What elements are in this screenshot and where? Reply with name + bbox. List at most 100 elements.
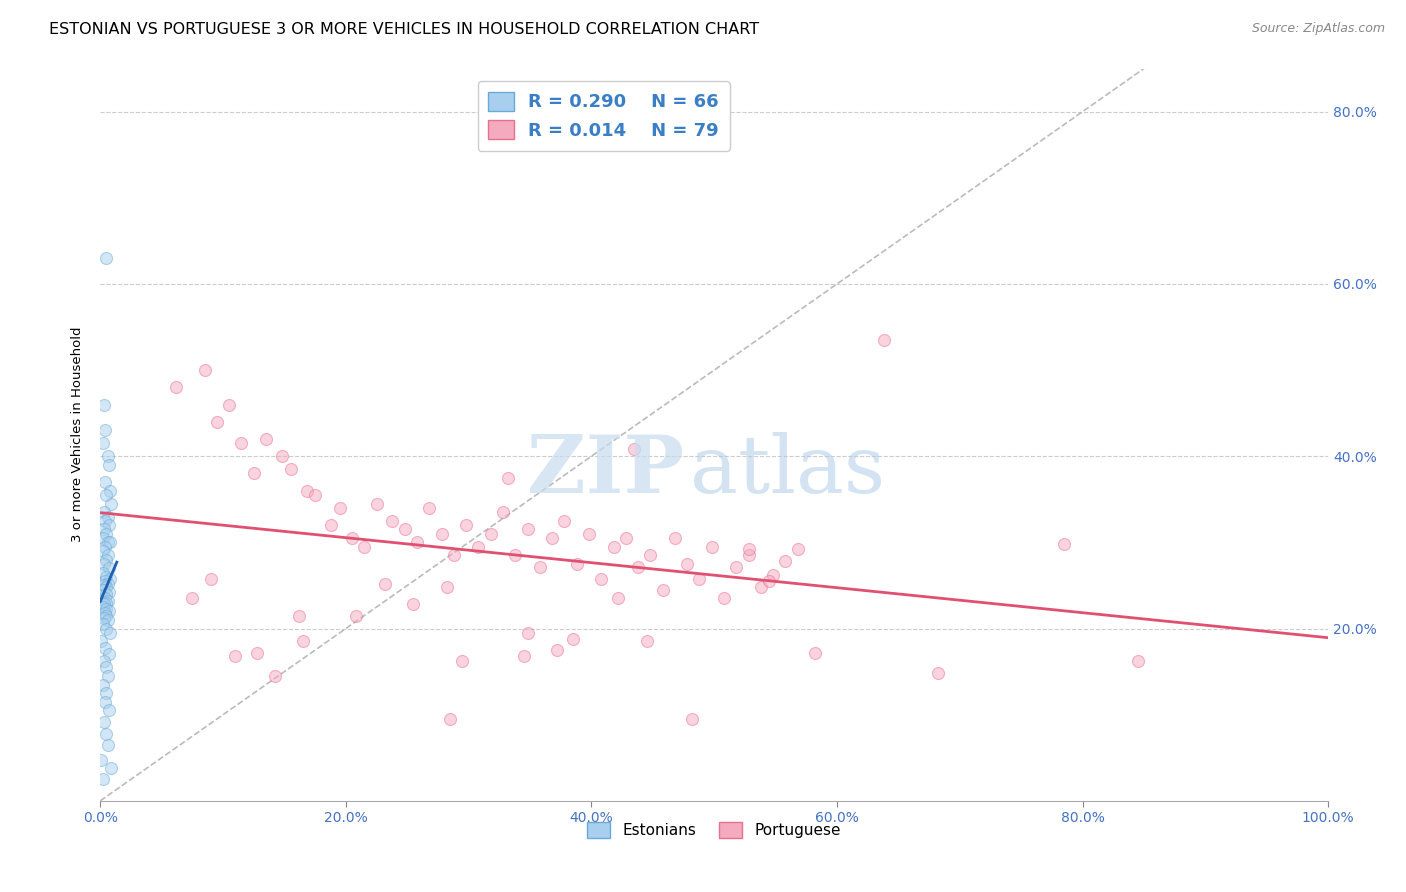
Point: [513, 649, 536, 664]
Point: [97, 703, 120, 717]
Point: [91, 617, 114, 632]
Point: [218, 398, 240, 412]
Point: [97, 669, 120, 683]
Point: [93, 398, 115, 412]
Point: [640, 549, 662, 563]
Point: [181, 591, 204, 606]
Legend: Estonians, Portuguese: Estonians, Portuguese: [581, 816, 846, 845]
Point: [96, 660, 118, 674]
Point: [96, 251, 118, 265]
Point: [96, 570, 118, 584]
Point: [402, 598, 425, 612]
Point: [97, 458, 120, 472]
Point: [96, 601, 118, 615]
Text: Source: ZipAtlas.com: Source: ZipAtlas.com: [1251, 22, 1385, 36]
Point: [546, 643, 568, 657]
Point: [96, 552, 118, 566]
Point: [91, 677, 114, 691]
Point: [91, 582, 114, 597]
Point: [436, 580, 458, 594]
Point: [94, 475, 117, 489]
Point: [93, 505, 115, 519]
Point: [636, 634, 658, 648]
Point: [97, 576, 120, 591]
Point: [97, 449, 120, 463]
Point: [96, 686, 118, 700]
Point: [872, 333, 894, 347]
Point: [94, 640, 117, 655]
Point: [319, 518, 342, 533]
Point: [304, 488, 326, 502]
Point: [165, 380, 187, 394]
Point: [456, 518, 478, 533]
Point: [614, 531, 637, 545]
Point: [1126, 654, 1149, 668]
Point: [96, 596, 118, 610]
Point: [224, 649, 246, 664]
Point: [479, 526, 502, 541]
Point: [565, 557, 588, 571]
Point: [496, 471, 519, 485]
Point: [516, 523, 538, 537]
Point: [97, 561, 120, 575]
Point: [97, 613, 120, 627]
Point: [288, 608, 311, 623]
Point: [344, 608, 367, 623]
Y-axis label: 3 or more Vehicles in Household: 3 or more Vehicles in Household: [72, 327, 84, 542]
Point: [439, 712, 461, 726]
Point: [91, 772, 114, 787]
Point: [246, 646, 269, 660]
Point: [97, 535, 120, 549]
Point: [295, 483, 318, 498]
Point: [97, 509, 120, 524]
Point: [97, 518, 120, 533]
Point: [93, 611, 115, 625]
Point: [353, 540, 375, 554]
Point: [271, 449, 294, 463]
Point: [96, 526, 118, 541]
Point: [786, 542, 808, 557]
Point: [194, 363, 217, 377]
Text: ESTONIAN VS PORTUGUESE 3 OR MORE VEHICLES IN HOUSEHOLD CORRELATION CHART: ESTONIAN VS PORTUGUESE 3 OR MORE VEHICLE…: [49, 22, 759, 37]
Point: [725, 559, 748, 574]
Point: [90, 752, 112, 766]
Point: [96, 587, 118, 601]
Point: [96, 622, 118, 636]
Point: [96, 580, 118, 594]
Point: [96, 727, 118, 741]
Point: [97, 585, 120, 599]
Point: [804, 646, 827, 660]
Point: [98, 535, 121, 549]
Point: [688, 572, 710, 586]
Point: [927, 666, 949, 681]
Point: [90, 634, 112, 648]
Point: [263, 669, 285, 683]
Point: [280, 462, 302, 476]
Point: [254, 432, 277, 446]
Point: [94, 591, 117, 606]
Point: [749, 580, 772, 594]
Text: atlas: atlas: [690, 433, 884, 510]
Point: [93, 578, 115, 592]
Point: [406, 535, 429, 549]
Point: [627, 559, 650, 574]
Point: [607, 591, 630, 606]
Point: [713, 591, 735, 606]
Point: [90, 589, 112, 603]
Point: [93, 523, 115, 537]
Text: ZIP: ZIP: [526, 433, 683, 510]
Point: [94, 540, 117, 554]
Point: [94, 424, 117, 438]
Point: [96, 608, 118, 623]
Point: [758, 574, 780, 589]
Point: [91, 436, 114, 450]
Point: [242, 467, 264, 481]
Point: [1053, 537, 1076, 551]
Point: [737, 542, 759, 557]
Point: [97, 648, 120, 662]
Point: [96, 488, 118, 502]
Point: [737, 549, 759, 563]
Point: [394, 523, 416, 537]
Point: [93, 714, 115, 729]
Point: [366, 497, 388, 511]
